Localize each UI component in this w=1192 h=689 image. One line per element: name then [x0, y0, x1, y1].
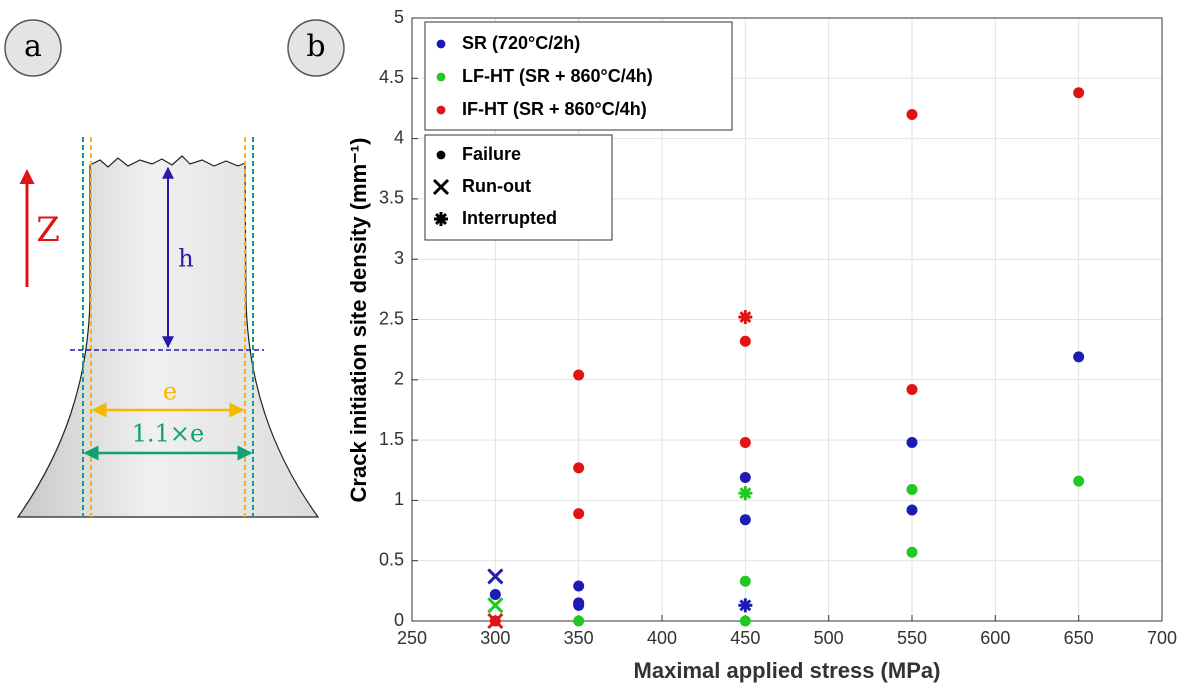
x-tick-label: 450	[730, 628, 760, 648]
legend-label: IF-HT (SR + 860°C/4h)	[462, 99, 647, 119]
y-tick-label: 5	[394, 7, 404, 27]
specimen-diagram	[16, 137, 320, 518]
y-tick-label: 3	[394, 248, 404, 268]
width-label: e	[163, 378, 177, 406]
y-tick-label: 4	[394, 127, 404, 147]
interrupted-point	[738, 486, 753, 501]
run-out-point	[487, 597, 504, 614]
point	[906, 383, 918, 395]
point	[739, 335, 751, 347]
y-tick-label: 2	[394, 369, 404, 389]
x-tick-label: 500	[814, 628, 844, 648]
legend-marker	[436, 39, 446, 49]
point	[739, 471, 751, 483]
x-tick-label: 300	[480, 628, 510, 648]
point	[739, 575, 751, 587]
point	[906, 504, 918, 516]
point	[906, 546, 918, 558]
legend-label: LF-HT (SR + 860°C/4h)	[462, 66, 653, 86]
panel-badge	[287, 19, 345, 77]
point	[489, 588, 501, 600]
point	[489, 615, 501, 627]
legend-label: Interrupted	[462, 208, 557, 228]
y-tick-label: 4.5	[379, 67, 404, 87]
plot-frame	[411, 17, 1163, 622]
legend-label: Run-out	[462, 176, 531, 196]
point	[739, 615, 751, 627]
point	[573, 580, 585, 592]
x-tick-label: 650	[1064, 628, 1094, 648]
point	[573, 615, 585, 627]
y-tick-label: 2.5	[379, 308, 404, 328]
x-tick-label: 600	[980, 628, 1010, 648]
point	[573, 599, 585, 611]
y-tick-label: 1.5	[379, 429, 404, 449]
interrupted-point	[434, 212, 448, 226]
x-tick-label: 550	[897, 628, 927, 648]
x-tick-label: 700	[1147, 628, 1177, 648]
legend-label: Failure	[462, 144, 521, 164]
point	[906, 108, 918, 120]
point	[573, 462, 585, 474]
x-tick-label: 350	[564, 628, 594, 648]
panel-label: a	[24, 29, 42, 64]
legend	[424, 21, 733, 131]
y-tick-label: 3.5	[379, 188, 404, 208]
interrupted-point	[738, 598, 753, 613]
point	[906, 437, 918, 449]
axis-label: Z	[36, 210, 60, 250]
point	[1073, 87, 1085, 99]
point	[436, 150, 446, 160]
point	[573, 369, 585, 381]
legend-marker	[436, 105, 446, 115]
legend-marker	[436, 72, 446, 82]
point	[739, 437, 751, 449]
legend	[424, 134, 613, 241]
interrupted-point	[738, 310, 753, 325]
x-axis-label: Maximal applied stress (MPa)	[634, 658, 941, 683]
point	[739, 514, 751, 526]
run-out-point	[487, 568, 504, 585]
outer-width-label: 1.1×e	[132, 420, 204, 448]
y-tick-label: 0.5	[379, 549, 404, 569]
legend-label: SR (720°C/2h)	[462, 33, 580, 53]
x-tick-label: 400	[647, 628, 677, 648]
point	[1073, 351, 1085, 363]
point	[1073, 475, 1085, 487]
y-tick-label: 1	[394, 489, 404, 509]
point	[573, 508, 585, 520]
x-tick-label: 250	[397, 628, 427, 648]
point	[906, 484, 918, 496]
panel-label: b	[306, 29, 325, 64]
height-label: h	[178, 245, 193, 273]
y-tick-label: 0	[394, 610, 404, 630]
panel-badge	[4, 19, 62, 77]
y-axis-label: Crack initiation site density (mm⁻¹)	[346, 138, 371, 503]
run-out-point	[432, 178, 450, 196]
